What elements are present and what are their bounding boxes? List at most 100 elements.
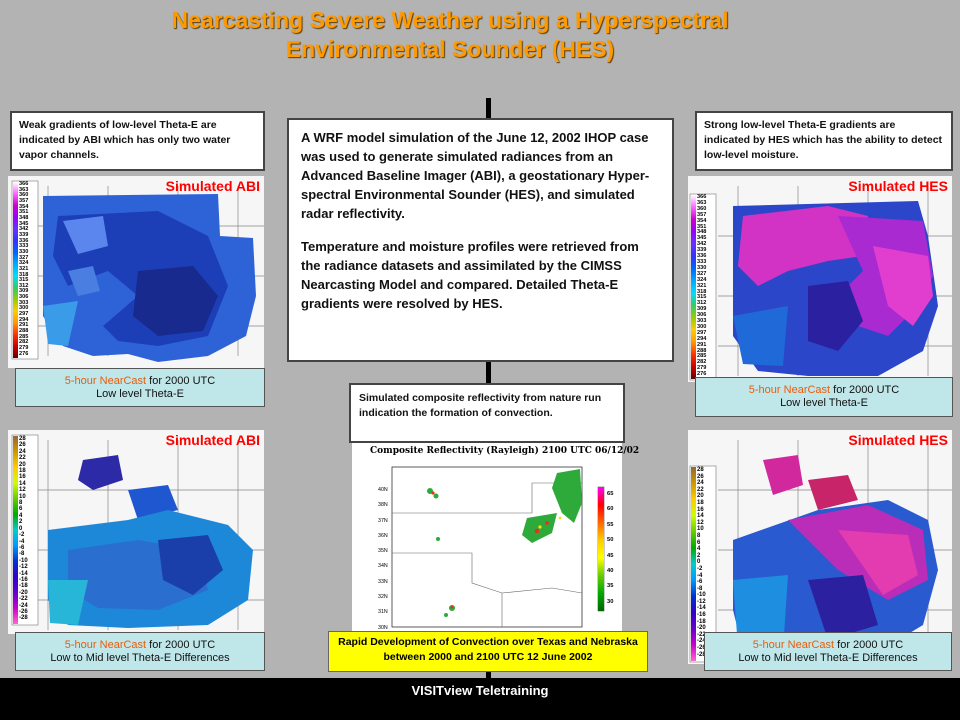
hes-theta-e-low-map: 366 363 360 357 354 351 348 345 342 339 336 333 330 3… xyxy=(688,176,952,382)
colorbar-tick-label: 330 xyxy=(19,248,29,255)
colorbar-tick-label: 300 xyxy=(19,305,29,312)
simulated-hes-label-bottom: Simulated HES xyxy=(848,432,948,448)
colorbar-tick-label: 366 xyxy=(697,194,707,200)
colorbar-tick-label: 348 xyxy=(19,214,29,221)
colorbar-tick-label: 303 xyxy=(19,299,29,306)
colorbar-tick-label: 26 xyxy=(19,442,26,449)
colorbar-tick-label: 14 xyxy=(697,513,704,520)
colorbar-tick-label: 339 xyxy=(697,247,707,254)
footer-bar: VISITview Teletraining xyxy=(0,678,960,720)
colorbar-tick-label: 14 xyxy=(19,480,26,487)
radar-title: Composite Reflectivity (Rayleigh) 2100 U… xyxy=(370,446,640,456)
hes-low-colorbar: 366 363 360 357 354 351 348 345 342 339 336 333 330 3… xyxy=(690,194,716,379)
colorbar-tick-label: 321 xyxy=(19,265,29,272)
title-line-2: Environmental Sounder (HES) xyxy=(285,36,615,62)
colorbar-tick-label: -4 xyxy=(697,572,703,579)
colorbar-tick-label: 357 xyxy=(697,211,707,218)
radar-scale-tick-label: 30 xyxy=(607,598,614,605)
abi-diff-colorbar: 28 26 24 22 20 18 16 14 12 10 8 6 4 2 0 -2 -4 -6 -8 -10 -12-… xyxy=(12,436,38,624)
radar-lat-ticks: 40N 38N 37N 36N 35N 34N 33N 32N 31N 30N xyxy=(378,483,388,636)
simulated-abi-label-bottom: Simulated ABI xyxy=(165,432,260,448)
colorbar-tick-label: -28 xyxy=(697,651,706,658)
colorbar-tick-label: 354 xyxy=(697,217,707,224)
colorbar-tick-label: 303 xyxy=(697,318,707,325)
colorbar-tick-label: 342 xyxy=(697,241,707,248)
caption-hes-low: 5-hour NearCast for 2000 UTC Low level T… xyxy=(695,377,953,417)
colorbar-swatches xyxy=(13,182,18,358)
colorbar-tick-label: 26 xyxy=(697,473,704,480)
radar-scale-tick-label: 50 xyxy=(607,537,614,544)
colorbar-tick-label: 276 xyxy=(19,350,29,357)
colorbar-tick-label: 18 xyxy=(697,499,704,506)
colorbar-tick-label: 297 xyxy=(19,311,29,318)
colorbar-tick-label: 363 xyxy=(697,199,707,206)
colorbar-tick-label: -4 xyxy=(19,538,25,545)
radar-latitude-tick-label: 33N xyxy=(378,578,388,585)
colorbar-tick-label: 351 xyxy=(19,209,29,216)
center-paragraph-1: A WRF model simulation of the June 12, 2… xyxy=(301,130,650,221)
colorbar-tick-label: 2 xyxy=(19,519,23,526)
colorbar-tick-label: 312 xyxy=(697,300,707,307)
colorbar-tick-label: -18 xyxy=(697,618,706,625)
colorbar-tick-label: -22 xyxy=(19,596,28,603)
for-2000-label: for 2000 UTC xyxy=(830,384,900,396)
nearcast-label: 5-hour NearCast xyxy=(64,375,147,387)
colorbar-tick-label: 20 xyxy=(19,461,26,468)
left-note-text: Weak gradients of low-level Theta-E are … xyxy=(19,119,231,161)
colorbar-tick-label: -18 xyxy=(19,583,28,590)
colorbar-tick-label: 312 xyxy=(19,282,29,289)
colorbar-tick-label: -26 xyxy=(19,608,28,615)
colorbar-tick-label: -8 xyxy=(19,551,25,558)
radar-latitude-tick-label: 34N xyxy=(378,563,388,570)
colorbar-tick-label: 318 xyxy=(697,288,707,295)
colorbar-tick-label: 345 xyxy=(19,220,29,227)
colorbar-tick-label: 318 xyxy=(19,271,29,278)
colorbar-tick-label: 10 xyxy=(697,526,704,533)
abi-low-colorbar: 366 363 360 357 354 351 348 345 342 339 336 333 330 3… xyxy=(12,181,38,358)
colorbar-tick-label: 6 xyxy=(697,539,701,546)
colorbar-tick-label: 336 xyxy=(19,237,29,244)
colorbar-tick-label: 288 xyxy=(697,347,707,354)
radar-reflectivity-panel: Composite Reflectivity (Rayleigh) 2100 U… xyxy=(352,443,639,636)
colorbar-labels: 28 26 24 22 20 18 16 14 12 10 8 6 4 2 0 -2 -4 -6 -8 -10 -12-… xyxy=(19,436,28,622)
colorbar-tick-label: -20 xyxy=(19,589,28,596)
colorbar-tick-label: 282 xyxy=(697,359,707,366)
colorbar-tick-label: 354 xyxy=(19,203,29,210)
abi-theta-e-low-svg xyxy=(8,176,264,368)
nearcast-label: 5-hour NearCast xyxy=(748,384,831,396)
nearcast-label: 5-hour NearCast xyxy=(752,639,835,651)
colorbar-tick-label: 330 xyxy=(697,264,707,271)
colorbar-tick-label: 360 xyxy=(697,205,707,212)
colorbar-tick-label: 279 xyxy=(697,365,707,372)
colorbar-tick-label: 12 xyxy=(19,487,26,494)
page-title: Nearcasting Severe Weather using a Hyper… xyxy=(0,6,900,64)
colorbar-tick-label: 24 xyxy=(19,448,26,455)
radar-latitude-tick-label: 35N xyxy=(378,548,388,555)
radar-latitude-tick-label: 36N xyxy=(378,532,388,539)
colorbar-tick-label: 294 xyxy=(19,316,29,323)
colorbar-tick-label: 366 xyxy=(19,181,29,187)
for-2000-label: for 2000 UTC xyxy=(146,639,216,651)
hes-theta-e-diff-map: 28 26 24 22 20 18 16 14 12 10 8 6 4 2 0 -2 -4 -6 -8 -10 -12-… xyxy=(688,430,952,664)
colorbar-tick-label: 315 xyxy=(697,294,707,301)
colorbar-tick-label: -16 xyxy=(697,612,706,619)
radar-scale-tick-label: 65 xyxy=(607,491,614,497)
colorbar-tick-label: 291 xyxy=(697,341,707,348)
colorbar-tick-label: 345 xyxy=(697,235,707,242)
colorbar-tick-label: 4 xyxy=(697,546,701,553)
colorbar-tick-label: 285 xyxy=(697,353,707,360)
colorbar-tick-label: 357 xyxy=(19,197,29,204)
radar-latitude-tick-label: 38N xyxy=(378,502,388,509)
right-note-box: Strong low-level Theta-E gradients are i… xyxy=(695,111,953,171)
colorbar-labels: 366 363 360 357 354 351 348 345 342 339 336 333 330 3… xyxy=(697,194,707,378)
colorbar-tick-label: 333 xyxy=(19,243,29,250)
simulated-abi-label-top: Simulated ABI xyxy=(165,178,260,194)
colorbar-tick-label: 306 xyxy=(19,294,29,301)
radar-map-svg xyxy=(391,466,605,628)
colorbar-tick-label: 288 xyxy=(19,328,29,335)
hes-theta-e-low-svg xyxy=(688,176,952,382)
colorbar-tick-label: 0 xyxy=(19,525,23,532)
radar-latitude-tick-label: 30N xyxy=(378,624,388,631)
caption-abi-diff: 5-hour NearCast for 2000 UTC Low to Mid … xyxy=(15,632,265,671)
colorbar-tick-label: 315 xyxy=(19,277,29,284)
